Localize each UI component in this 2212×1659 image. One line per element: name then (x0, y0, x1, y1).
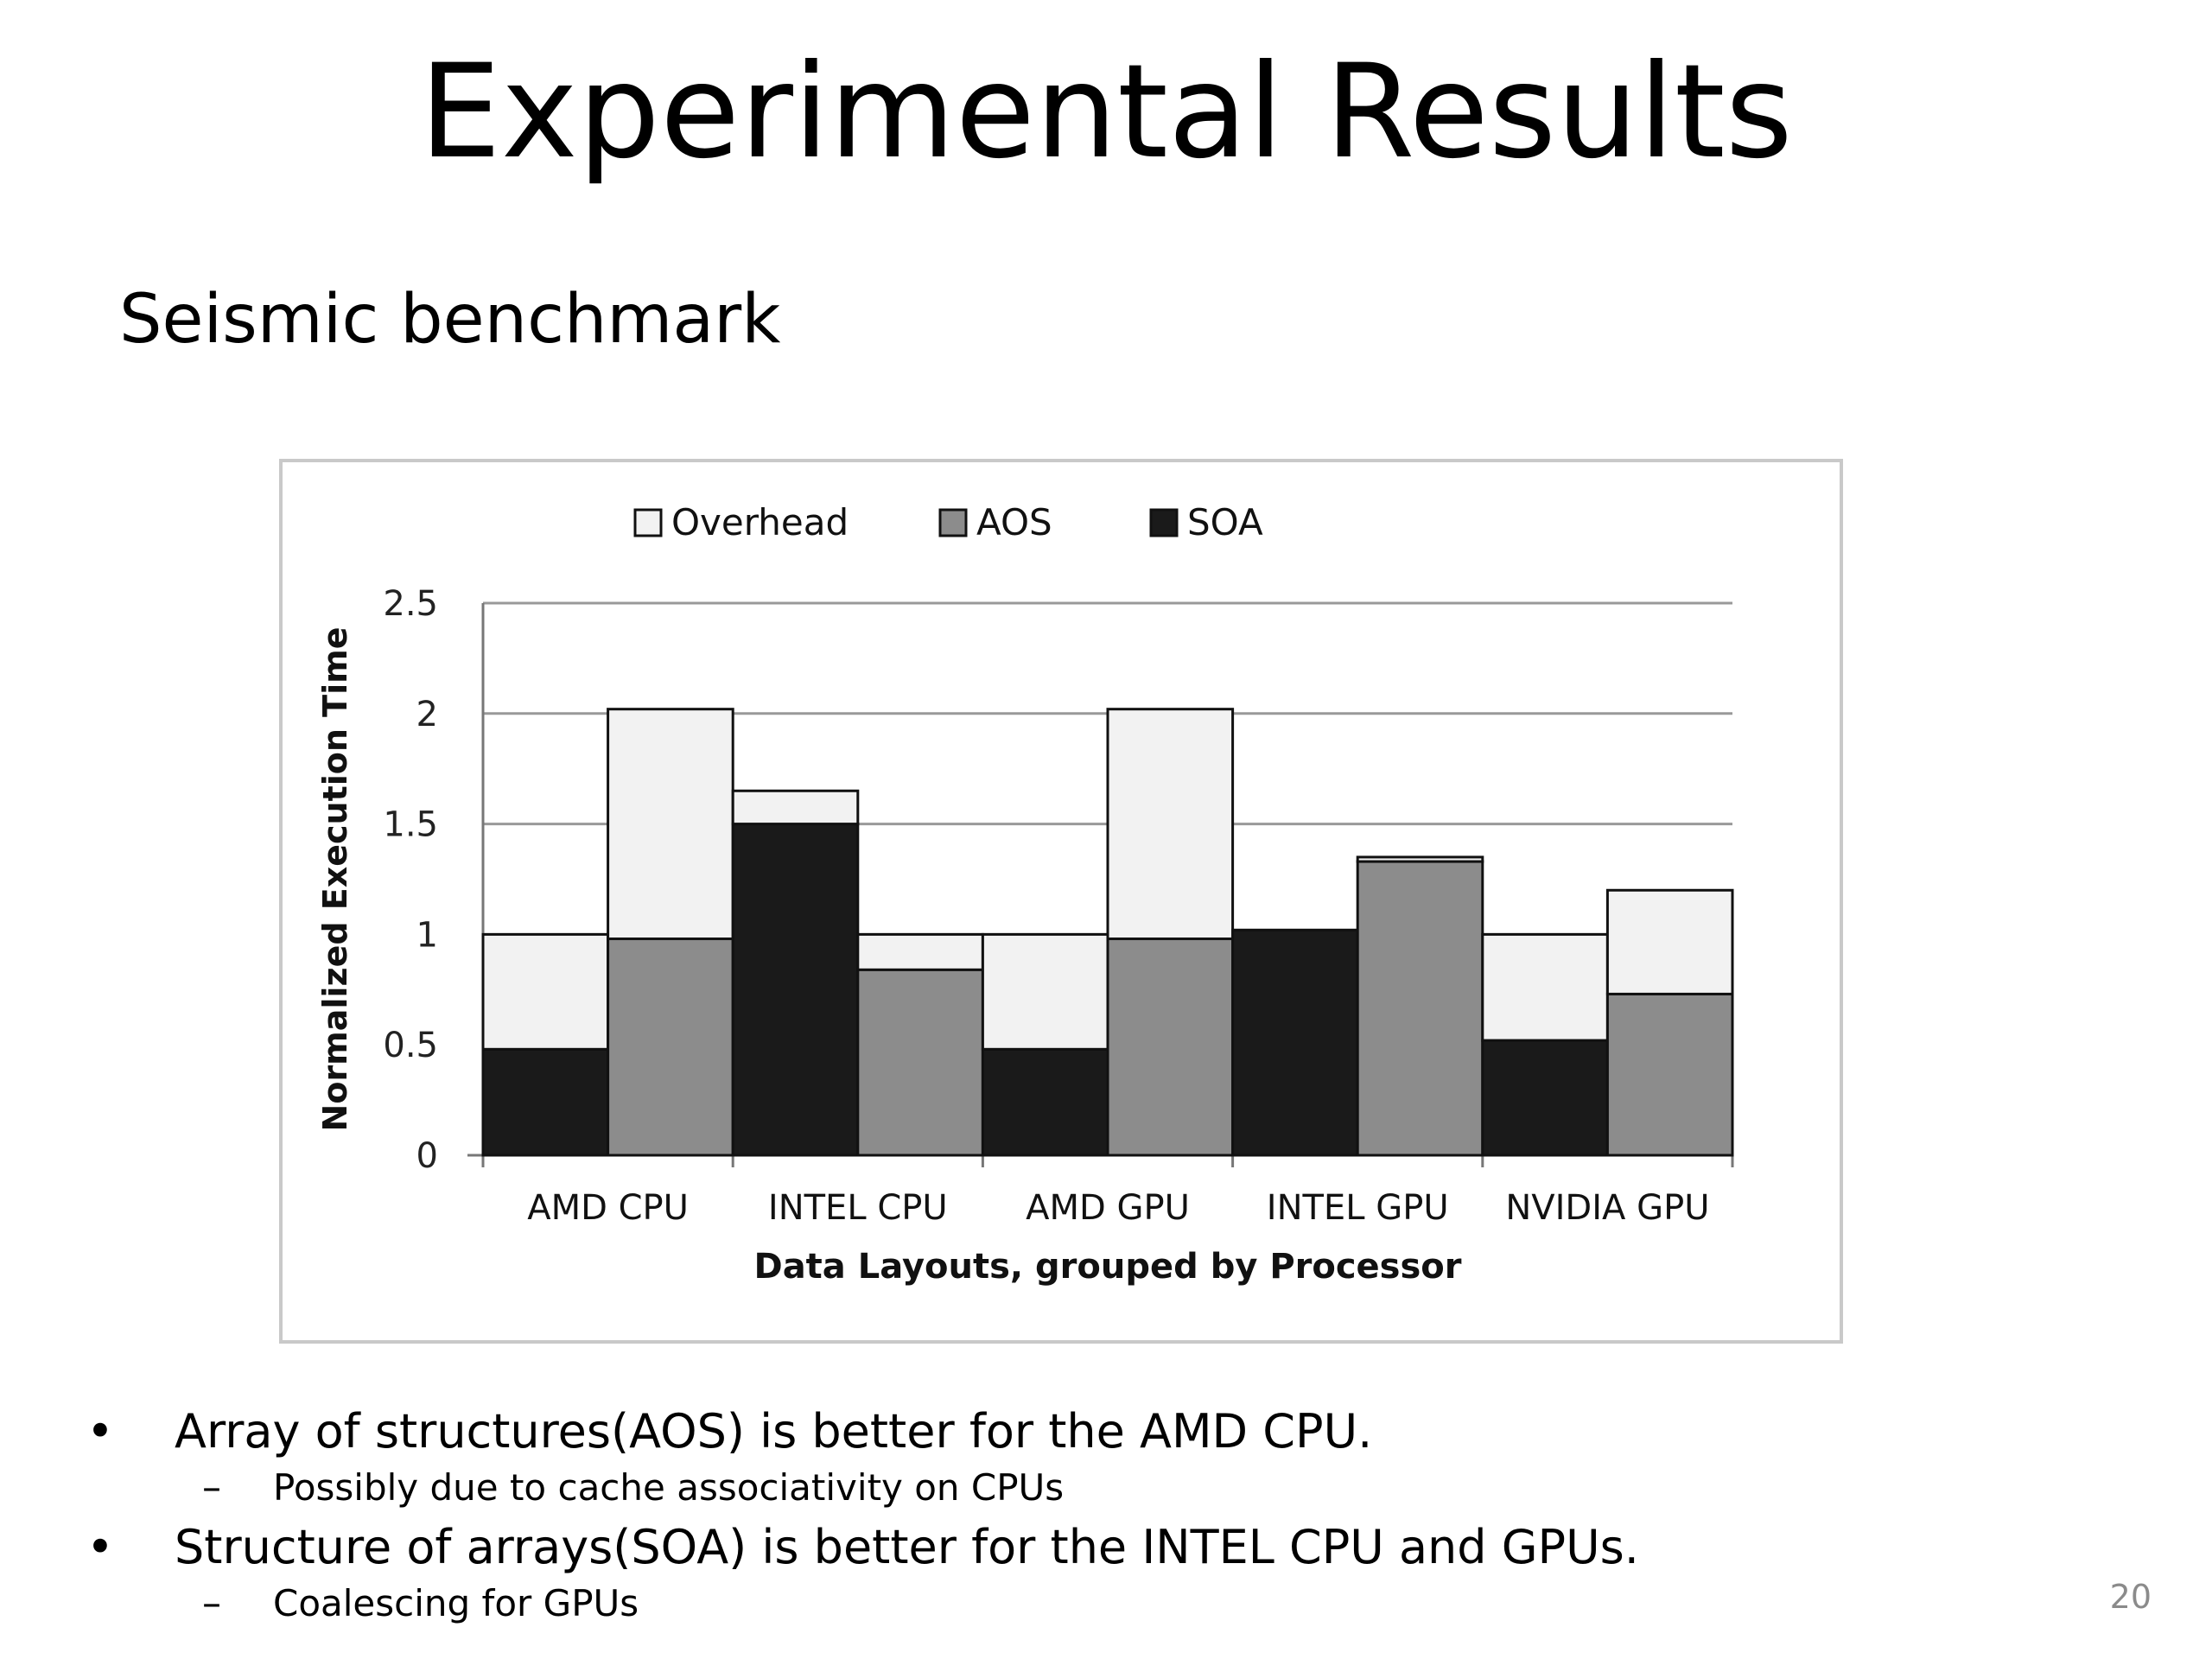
legend-swatch-aos (938, 508, 968, 537)
slide-number: 20 (2109, 1578, 2152, 1616)
aos-bar-intel-cpu (856, 968, 984, 1157)
y-tick-label: 0 (416, 1136, 438, 1176)
y-tick-label: 0.5 (383, 1026, 438, 1065)
soa-bar-amd-cpu (481, 1047, 610, 1157)
overhead-bar-nvidia-gpu-soa (1481, 932, 1609, 1042)
soa-bar-nvidia-gpu (1481, 1039, 1609, 1157)
aos-bar-amd-cpu (607, 938, 734, 1157)
overhead-bar-intel-cpu-soa (731, 789, 860, 826)
slide-subtitle: Seismic benchmark (119, 281, 781, 359)
x-tick-label: INTEL GPU (1267, 1188, 1449, 1228)
bullet-marker: • (86, 1520, 114, 1574)
y-tick-label: 1.5 (383, 805, 438, 845)
bullet-text: Structure of arrays(SOA) is better for t… (175, 1520, 1639, 1574)
legend-swatch-soa (1149, 508, 1179, 537)
aos-bar-amd-gpu (1106, 938, 1235, 1157)
slide-title: Experimental Results (419, 37, 1793, 188)
y-tick-label: 2 (416, 695, 438, 734)
soa-bar-intel-cpu (731, 823, 860, 1157)
overhead-bar-amd-cpu-aos (607, 708, 734, 941)
legend-label-aos: AOS (976, 501, 1052, 543)
x-tick-label: NVIDIA GPU (1505, 1188, 1709, 1228)
y-axis-title: Normalized Execution Time (316, 627, 354, 1132)
soa-bar-amd-gpu (981, 1047, 1109, 1157)
sub-bullet-text: Possibly due to cache associativity on C… (273, 1466, 1065, 1509)
overhead-bar-intel-gpu-aos (1356, 855, 1484, 863)
y-tick-label: 1 (416, 915, 438, 955)
overhead-bar-amd-gpu-aos (1106, 708, 1235, 941)
overhead-bar-amd-cpu-soa (481, 932, 610, 1051)
sub-bullet-marker: – (202, 1465, 221, 1510)
chart-frame: 0 0.5 1 1.5 2 2.5 AMD CPU INTEL CPU AMD GPU INTEL… (279, 459, 1843, 1344)
aos-bar-nvidia-gpu (1605, 992, 1734, 1157)
x-tick-label: AMD CPU (527, 1188, 689, 1228)
legend-label-overhead: Overhead (671, 501, 849, 543)
sub-bullet-text: Coalescing for GPUs (273, 1582, 639, 1624)
y-tick-label: 2.5 (383, 584, 438, 624)
x-tick-label: AMD GPU (1026, 1188, 1190, 1228)
x-axis-title: Data Layouts, grouped by Processor (753, 1247, 1461, 1287)
execution-time-chart: 0 0.5 1 1.5 2 2.5 AMD CPU INTEL CPU AMD GPU INTEL… (316, 501, 1734, 1287)
legend-swatch-overhead (633, 508, 663, 537)
soa-bar-intel-gpu (1231, 928, 1359, 1157)
overhead-bar-amd-gpu-soa (981, 932, 1109, 1051)
overhead-bar-nvidia-gpu-aos (1605, 888, 1734, 995)
x-tick-label: INTEL CPU (768, 1188, 948, 1228)
aos-bar-intel-gpu (1356, 860, 1484, 1157)
legend-label-soa: SOA (1187, 501, 1263, 543)
overhead-bar-intel-cpu-aos (856, 932, 984, 971)
sub-bullet-marker: – (202, 1581, 221, 1625)
bullet-text: Array of structures(AOS) is better for t… (175, 1404, 1373, 1459)
bullet-marker: • (86, 1404, 114, 1459)
